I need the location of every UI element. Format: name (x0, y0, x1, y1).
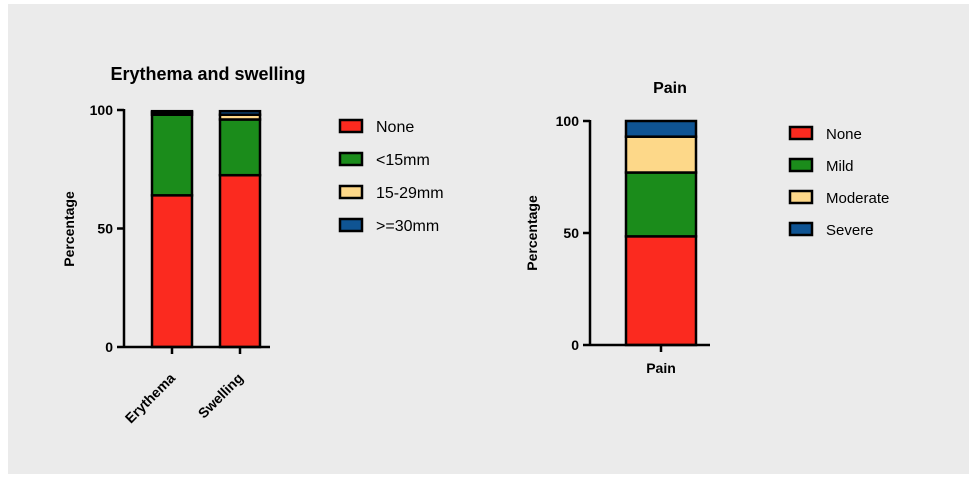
right-chart-legend-swatch-moderate (788, 189, 814, 205)
left-chart-category-label-swelling: Swelling (195, 370, 246, 421)
right-chart-title: Pain (653, 80, 687, 97)
left-chart-category-label-erythema: Erythema (122, 370, 179, 427)
left-chart-legend-swatch-15mm (338, 151, 364, 167)
right-chart-ytick-label-100: 100 (556, 113, 580, 129)
left-chart-bar-erythema-30mm (150, 109, 194, 114)
left-chart-legend-swatch-1529mm (338, 184, 364, 200)
right-chart-legend-swatch-mild (788, 157, 814, 173)
right-chart-ylabel: Percentage (524, 195, 540, 271)
left-chart-bar-swelling-30mm (218, 109, 262, 116)
right-chart-category-label-pain: Pain (646, 360, 676, 376)
right-chart-legend-swatch-none (788, 125, 814, 141)
left-chart-legend-label-1529mm: 15-29mm (376, 185, 444, 202)
left-chart-ytick-label-50: 50 (97, 221, 113, 237)
chart-canvas: Erythema and swelling Percentage 0 50 100 Ery… (61, 64, 889, 426)
right-chart-legend-swatch-severe (788, 221, 814, 237)
right-chart-ytick-label-0: 0 (571, 337, 579, 353)
left-chart-bar-erythema-none (150, 194, 194, 349)
right-chart-legend-label-moderate: Moderate (826, 190, 889, 207)
right-chart-bar-pain-mild (624, 171, 698, 238)
left-chart-ytick-label-0: 0 (105, 339, 113, 355)
left-chart-legend-label-30mm: >=30mm (376, 218, 439, 235)
left-chart-bar-erythema-15mm (150, 113, 194, 197)
left-chart-legend-swatch-none (338, 118, 364, 134)
right-chart-legend-label-severe: Severe (826, 222, 874, 239)
left-chart-ytick-label-100: 100 (90, 102, 114, 118)
left-chart-bar-swelling-none (218, 173, 262, 349)
left-chart-legend-swatch-30mm (338, 217, 364, 233)
right-chart-legend-label-none: None (826, 126, 862, 143)
right-chart-legend-label-mild: Mild (826, 158, 854, 175)
left-chart-bar-swelling-15mm (218, 118, 262, 177)
left-chart-legend-label-none: None (376, 119, 414, 136)
right-chart-bar-pain-moderate (624, 135, 698, 174)
left-chart-ylabel: Percentage (61, 191, 77, 267)
right-chart-bar-pain-severe (624, 119, 698, 138)
right-chart-ytick-label-50: 50 (563, 225, 579, 241)
left-chart-legend-label-15mm: <15mm (376, 152, 430, 169)
left-chart-title: Erythema and swelling (110, 64, 305, 84)
right-chart-bar-pain-none (624, 235, 698, 347)
left-chart: Erythema and swelling Percentage 0 50 100 Ery… (61, 64, 444, 426)
right-chart: Pain Percentage 0 50 100 Pain None Mild Moderate… (524, 80, 889, 376)
figure-panel: Erythema and swelling Percentage 0 50 100 Ery… (8, 4, 969, 474)
